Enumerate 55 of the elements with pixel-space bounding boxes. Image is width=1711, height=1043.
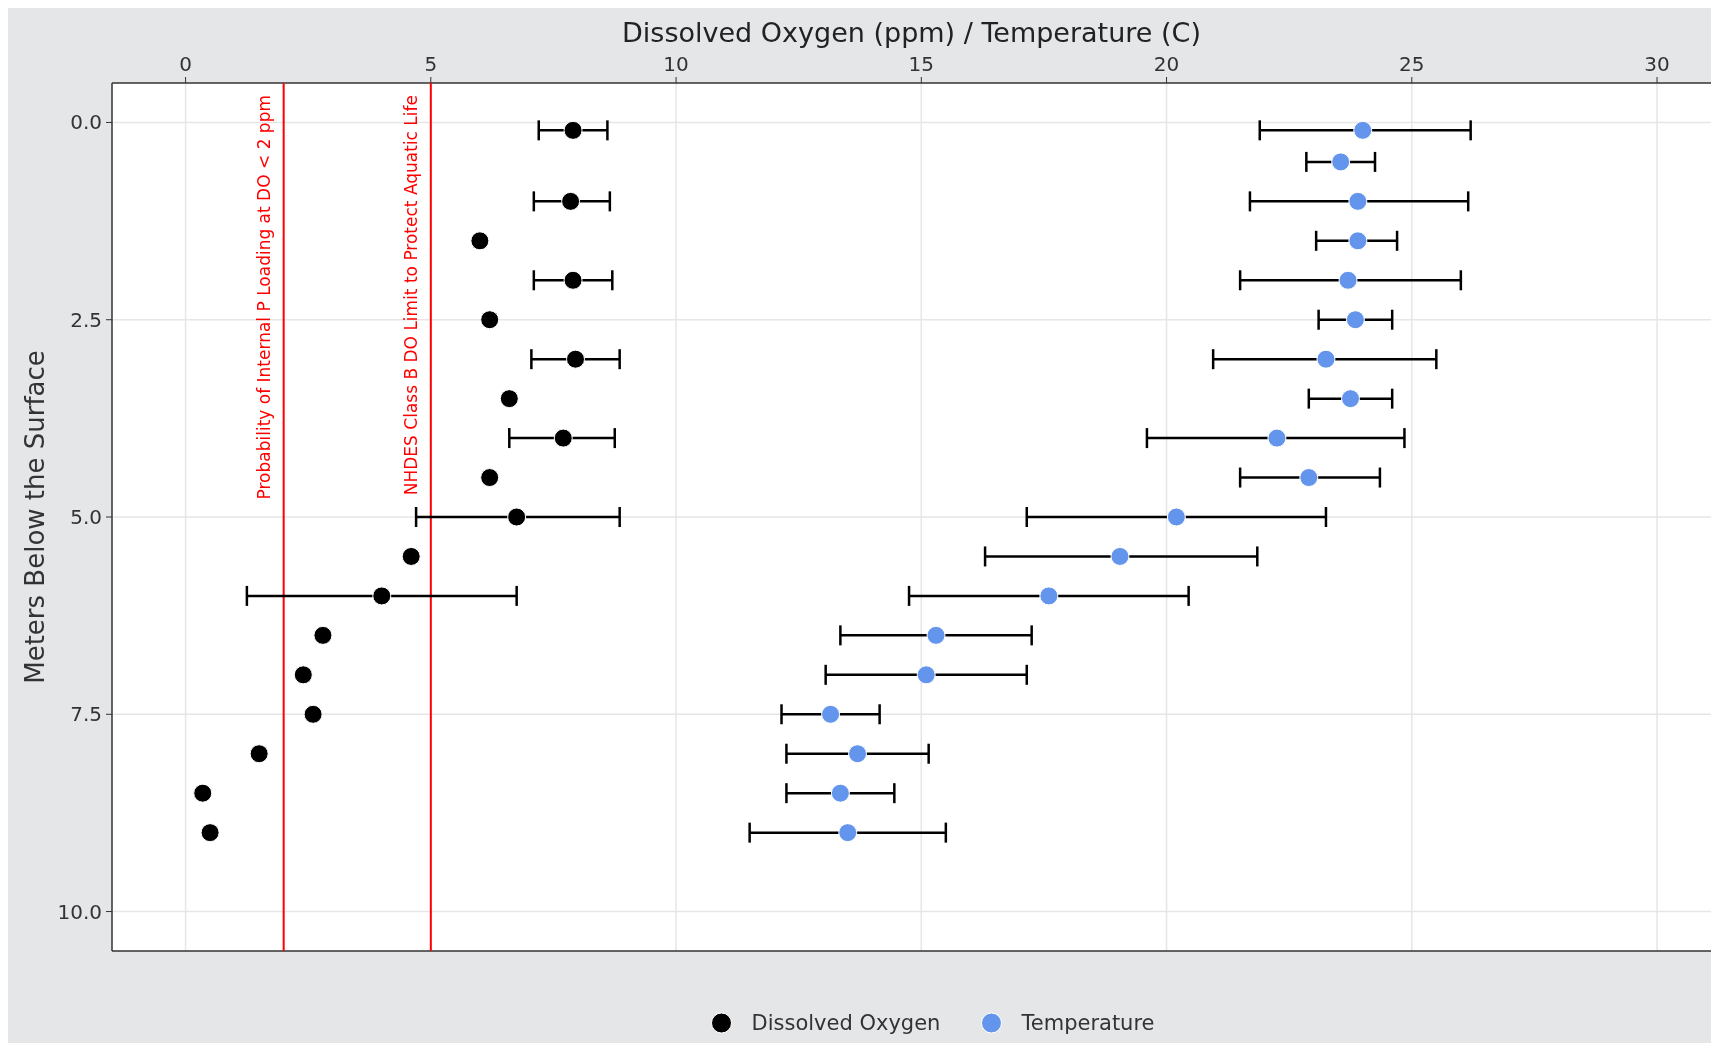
- point: [480, 310, 500, 330]
- y-tick-label: 10.0: [57, 899, 102, 924]
- point: [193, 783, 213, 803]
- y-tick-label: 5.0: [70, 505, 102, 529]
- point: [1331, 152, 1351, 172]
- x-tick-label: 20: [1153, 52, 1180, 76]
- point: [249, 744, 269, 764]
- point: [372, 586, 392, 606]
- y-axis-title: Meters Below the Surface: [20, 350, 50, 684]
- y-tick-label: 0.0: [70, 110, 102, 135]
- point: [1348, 231, 1368, 251]
- point: [821, 704, 841, 724]
- legend-label: Dissolved Oxygen: [751, 1011, 941, 1036]
- ref-line-label: Probability of Internal P Loading at DO < 2 ppm: [253, 95, 274, 500]
- ref-line-label: NHDES Class B DO Limit to Protect Aquatic Life: [400, 95, 421, 496]
- point: [830, 783, 850, 803]
- point: [563, 270, 583, 290]
- point: [499, 389, 519, 409]
- point: [507, 507, 527, 527]
- x-tick-label: 30: [1644, 52, 1670, 76]
- y-tick-label: 7.5: [70, 702, 102, 727]
- x-tick-label: 25: [1399, 52, 1425, 76]
- point: [303, 704, 323, 724]
- point: [1316, 349, 1336, 369]
- point: [1166, 507, 1186, 527]
- point: [293, 665, 313, 685]
- point: [313, 625, 333, 645]
- point: [1267, 428, 1287, 448]
- x-tick-label: 5: [424, 52, 438, 76]
- point: [563, 120, 583, 140]
- point: [1348, 191, 1368, 211]
- x-tick-label: 15: [908, 52, 935, 76]
- point: [1110, 546, 1130, 566]
- point: [480, 468, 500, 488]
- point: [470, 231, 490, 251]
- point: [1340, 389, 1360, 409]
- point: [916, 665, 936, 685]
- point: [1299, 468, 1319, 488]
- point: [848, 744, 868, 764]
- point: [566, 349, 586, 369]
- legend-label: Temperature: [1020, 1011, 1155, 1036]
- point: [561, 191, 581, 211]
- y-tick-label: 2.5: [70, 307, 102, 332]
- point: [1345, 310, 1365, 330]
- point: [838, 823, 858, 843]
- point: [553, 428, 573, 448]
- x-tick-label: 10: [663, 52, 689, 76]
- x-tick-label: 0: [179, 52, 192, 76]
- point: [200, 823, 220, 843]
- point: [1039, 586, 1059, 606]
- point: [926, 625, 946, 645]
- point: [1338, 270, 1358, 290]
- point: [1353, 120, 1373, 140]
- x-axis-title: Dissolved Oxygen (ppm) / Temperature (C): [622, 17, 1201, 48]
- point: [401, 546, 421, 566]
